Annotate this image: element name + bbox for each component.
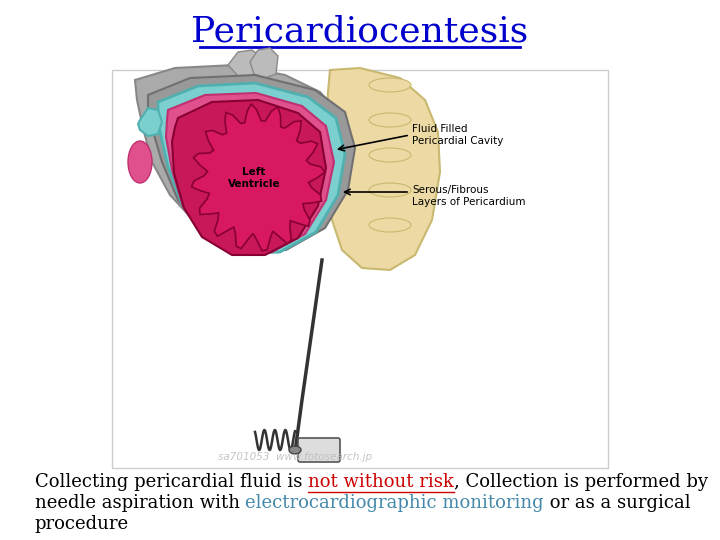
Ellipse shape	[369, 148, 411, 162]
Text: electrocardiographic monitoring: electrocardiographic monitoring	[246, 494, 544, 512]
FancyBboxPatch shape	[112, 70, 608, 468]
Text: needle aspiration with: needle aspiration with	[35, 494, 246, 512]
Ellipse shape	[128, 141, 152, 183]
Polygon shape	[228, 50, 262, 80]
Ellipse shape	[369, 218, 411, 232]
Text: Serous/Fibrous
Layers of Pericardium: Serous/Fibrous Layers of Pericardium	[412, 185, 526, 207]
Ellipse shape	[289, 446, 301, 454]
Ellipse shape	[369, 78, 411, 92]
Text: procedure: procedure	[35, 515, 129, 533]
Polygon shape	[148, 75, 355, 252]
Text: Pericardiocentesis: Pericardiocentesis	[192, 15, 528, 49]
Text: Fluid Filled
Pericardial Cavity: Fluid Filled Pericardial Cavity	[412, 124, 503, 146]
Text: , Collection is performed by: , Collection is performed by	[454, 472, 708, 491]
Polygon shape	[172, 100, 326, 255]
Polygon shape	[138, 108, 162, 136]
Ellipse shape	[369, 183, 411, 197]
Text: Collecting pericardial fluid is: Collecting pericardial fluid is	[35, 472, 307, 491]
Polygon shape	[326, 68, 440, 270]
Polygon shape	[158, 83, 345, 254]
Text: or as a surgical: or as a surgical	[544, 494, 690, 512]
Polygon shape	[166, 93, 334, 253]
Polygon shape	[135, 65, 345, 242]
Polygon shape	[192, 104, 325, 251]
Ellipse shape	[369, 113, 411, 127]
Text: sa701053  www.fotosearch.jp: sa701053 www.fotosearch.jp	[218, 452, 372, 462]
Polygon shape	[250, 48, 278, 78]
Text: Left
Ventricle: Left Ventricle	[228, 167, 280, 189]
FancyBboxPatch shape	[298, 438, 340, 462]
Text: not without risk: not without risk	[307, 472, 454, 491]
